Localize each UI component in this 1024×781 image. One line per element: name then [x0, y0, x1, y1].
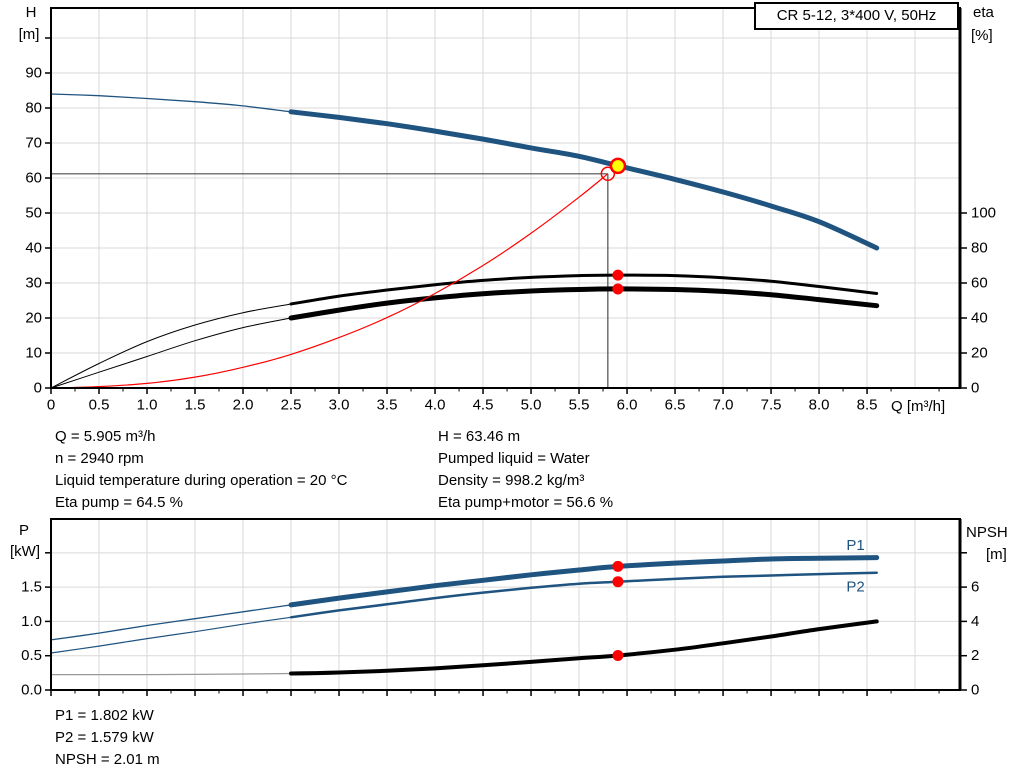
- series-p2: [289, 571, 878, 619]
- y-right-tick-label: 100: [971, 204, 996, 221]
- y-right-tick-label: 0: [971, 682, 979, 699]
- y-left-tick-label: 50: [25, 204, 42, 221]
- x-tick-label: 0.5: [89, 397, 110, 414]
- y-left-tick-label: 1.5: [21, 579, 42, 596]
- plot-border: [50, 7, 961, 389]
- value-marker: [612, 576, 624, 588]
- eta-axis-unit: [%]: [971, 27, 993, 44]
- duty-speed: n = 2940 rpm: [55, 450, 144, 467]
- duty-head: H = 63.46 m: [438, 428, 521, 445]
- series-qh-curve: [288, 109, 880, 251]
- x-tick-label: 5.0: [521, 397, 542, 414]
- q-axis-unit: Q [m³/h]: [891, 398, 946, 415]
- chart-title-box: CR 5-12, 3*400 V, 50Hz: [754, 2, 959, 30]
- y-left-tick-label: 70: [25, 134, 42, 151]
- x-tick-label: 8.5: [857, 397, 878, 414]
- value-marker: [612, 283, 624, 295]
- value-marker: [612, 560, 624, 572]
- p1-value: P1 = 1.802 kW: [55, 707, 154, 724]
- y-right-tick-label: 40: [971, 309, 988, 326]
- npsh-value: NPSH = 2.01 m: [55, 751, 160, 768]
- series-label-p1: P1: [846, 537, 864, 554]
- series-qh-curve-thin: [50, 93, 292, 113]
- y-right-tick-label: 60: [971, 274, 988, 291]
- h-axis-label: H: [25, 4, 37, 21]
- y-right-tick-label: 6: [971, 579, 979, 596]
- x-tick-label: 1.0: [137, 397, 158, 414]
- p2-value: P2 = 1.579 kW: [55, 729, 154, 746]
- x-tick-label: 5.5: [569, 397, 590, 414]
- series-eta-pump-thin: [50, 303, 292, 389]
- series-eta-pump-plus-motor: [288, 286, 880, 321]
- duty-liquid: Pumped liquid = Water: [438, 450, 590, 467]
- value-marker: [612, 650, 624, 662]
- duty-eta-total: Eta pump+motor = 56.6 %: [438, 494, 614, 511]
- y-left-tick-label: 1.0: [21, 613, 42, 630]
- value-marker: [612, 269, 624, 281]
- duty-temperature: Liquid temperature during operation = 20…: [55, 472, 348, 489]
- npsh-axis-unit: [m]: [986, 546, 1007, 563]
- p-axis-unit: [kW]: [10, 543, 40, 560]
- x-tick-label: 2.0: [233, 397, 254, 414]
- duty-point-marker: [609, 157, 627, 175]
- y-left-tick-label: 0: [34, 380, 42, 397]
- x-tick-label: 0: [47, 397, 55, 414]
- y-right-tick-label: 80: [971, 239, 988, 256]
- series-p1-thin: [50, 604, 292, 641]
- y-right-tick-label: 4: [971, 613, 979, 630]
- x-tick-label: 1.5: [185, 397, 206, 414]
- y-right-tick-label: 2: [971, 647, 979, 664]
- series-p2-thin: [50, 616, 292, 654]
- x-tick-label: 7.0: [713, 397, 734, 414]
- y-left-tick-label: 0.5: [21, 647, 42, 664]
- series-eta-pump-plus-motor-thin: [50, 317, 292, 389]
- x-tick-label: 8.0: [809, 397, 830, 414]
- y-left-tick-label: 40: [25, 239, 42, 256]
- npsh-axis-label: NPSH: [966, 524, 1008, 541]
- p-axis-label: P: [18, 522, 29, 539]
- y-right-tick-label: 0: [971, 380, 979, 397]
- x-tick-label: 2.5: [281, 397, 302, 414]
- x-tick-label: 4.0: [425, 397, 446, 414]
- y-left-tick-label: 0.0: [21, 682, 42, 699]
- series-label-p2: P2: [846, 579, 864, 596]
- x-tick-label: 4.5: [473, 397, 494, 414]
- series-eta-pump: [289, 273, 879, 306]
- series-system-curve: [50, 173, 609, 389]
- x-tick-label: 6.5: [665, 397, 686, 414]
- requested-duty-marker: [600, 166, 616, 182]
- eta-axis-label: eta: [973, 4, 994, 21]
- x-tick-label: 6.0: [617, 397, 638, 414]
- duty-flow: Q = 5.905 m³/h: [55, 428, 156, 445]
- x-tick-label: 7.5: [761, 397, 782, 414]
- x-tick-label: 3.5: [377, 397, 398, 414]
- y-right-tick-label: 20: [971, 344, 988, 361]
- y-left-tick-label: 80: [25, 99, 42, 116]
- series-npsh: [289, 619, 879, 676]
- y-left-tick-label: 20: [25, 309, 42, 326]
- h-axis-unit: [m]: [18, 26, 40, 43]
- y-left-tick-label: 30: [25, 274, 42, 291]
- y-left-tick-label: 60: [25, 169, 42, 186]
- y-left-tick-label: 10: [25, 344, 42, 361]
- duty-density: Density = 998.2 kg/m³: [438, 472, 585, 489]
- series-npsh-thin: [50, 672, 292, 676]
- series-p1: [288, 555, 880, 608]
- duty-eta-pump: Eta pump = 64.5 %: [55, 494, 183, 511]
- x-tick-label: 3.0: [329, 397, 350, 414]
- y-left-tick-label: 90: [25, 64, 42, 81]
